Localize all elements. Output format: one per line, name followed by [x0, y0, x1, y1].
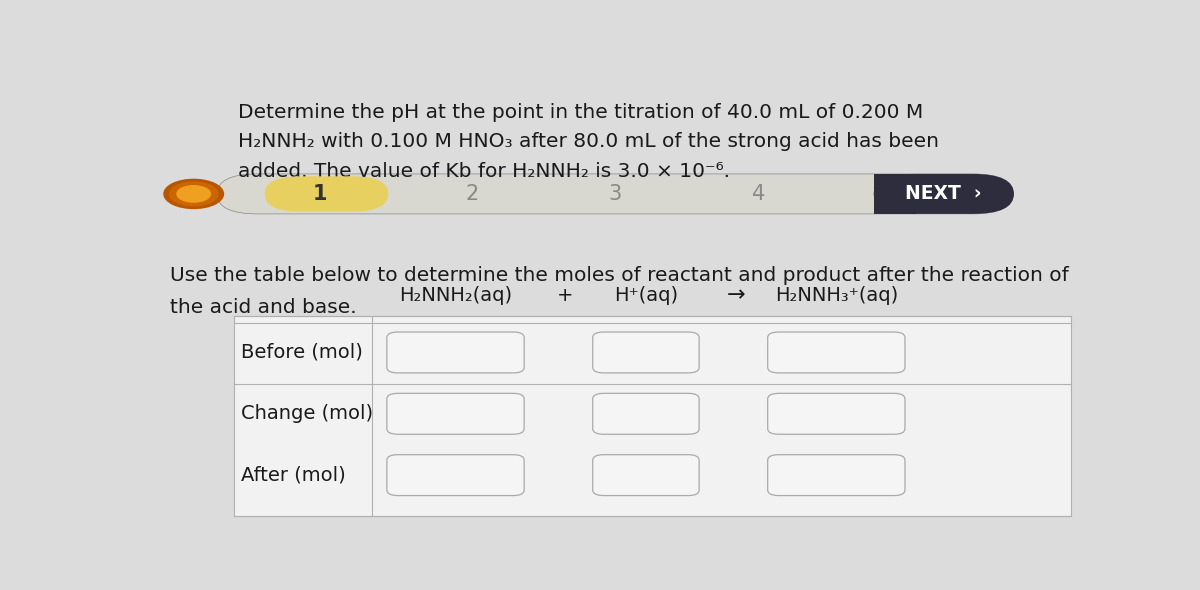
Text: Change (mol): Change (mol): [241, 404, 373, 423]
Text: H⁺(aq): H⁺(aq): [614, 286, 678, 305]
FancyBboxPatch shape: [593, 332, 700, 373]
FancyBboxPatch shape: [768, 332, 905, 373]
Circle shape: [176, 186, 210, 202]
FancyBboxPatch shape: [217, 174, 1013, 214]
Text: added. The value of Kb for H₂NNH₂ is 3.0 × 10⁻⁶.: added. The value of Kb for H₂NNH₂ is 3.0…: [239, 162, 731, 181]
Text: Determine the pH at the point in the titration of 40.0 mL of 0.200 M: Determine the pH at the point in the tit…: [239, 103, 924, 122]
Text: +: +: [557, 286, 574, 305]
Text: After (mol): After (mol): [241, 466, 346, 484]
Circle shape: [164, 179, 223, 208]
FancyBboxPatch shape: [386, 455, 524, 496]
Circle shape: [169, 182, 218, 206]
Text: H₂NNH₂(aq): H₂NNH₂(aq): [398, 286, 512, 305]
Text: H₂NNH₂ with 0.100 M HNO₃ after 80.0 mL of the strong acid has been: H₂NNH₂ with 0.100 M HNO₃ after 80.0 mL o…: [239, 132, 940, 151]
Text: 3: 3: [608, 184, 622, 204]
FancyBboxPatch shape: [768, 455, 905, 496]
Text: 4: 4: [751, 184, 764, 204]
FancyBboxPatch shape: [874, 174, 916, 214]
FancyBboxPatch shape: [265, 176, 388, 211]
Text: 1: 1: [313, 184, 328, 204]
Text: →: →: [727, 286, 745, 306]
Text: H₂NNH₃⁺(aq): H₂NNH₃⁺(aq): [775, 286, 898, 305]
FancyBboxPatch shape: [593, 394, 700, 434]
FancyBboxPatch shape: [386, 332, 524, 373]
Text: Before (mol): Before (mol): [241, 343, 364, 362]
FancyBboxPatch shape: [593, 455, 700, 496]
Text: NEXT  ›: NEXT ›: [905, 185, 982, 204]
FancyBboxPatch shape: [768, 394, 905, 434]
Text: 2: 2: [466, 184, 479, 204]
FancyBboxPatch shape: [386, 394, 524, 434]
Text: Use the table below to determine the moles of reactant and product after the rea: Use the table below to determine the mol…: [170, 266, 1069, 285]
FancyBboxPatch shape: [234, 316, 1070, 516]
FancyBboxPatch shape: [874, 174, 1014, 214]
Text: the acid and base.: the acid and base.: [170, 298, 358, 317]
